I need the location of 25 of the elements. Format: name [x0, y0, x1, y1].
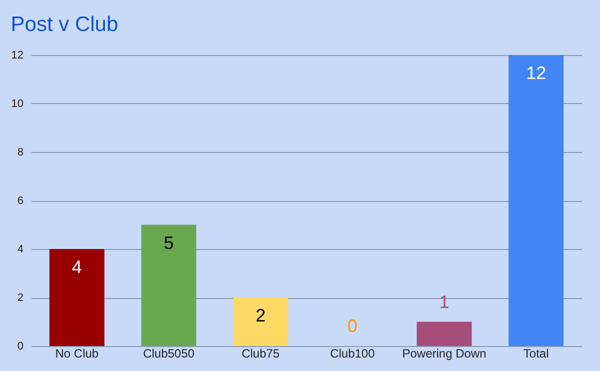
- data-label: 2: [256, 306, 266, 326]
- x-tick-label: Total: [523, 346, 549, 360]
- x-tick-label: Powering Down: [402, 346, 486, 360]
- y-tick-label: 8: [17, 146, 24, 158]
- y-tick-label: 10: [11, 98, 24, 110]
- y-tick-label: 12: [11, 50, 24, 62]
- x-tick-label: Club75: [242, 346, 280, 360]
- y-tick-label: 4: [17, 244, 24, 256]
- chart-title: Post v Club: [10, 13, 118, 36]
- data-label: 0: [347, 316, 358, 336]
- data-label: 5: [164, 232, 174, 253]
- y-tick-label: 0: [17, 340, 24, 352]
- bar: [141, 224, 196, 346]
- data-label: 1: [439, 292, 450, 312]
- x-tick-label: No Club: [55, 346, 99, 360]
- data-label: 4: [72, 257, 82, 277]
- bar: [49, 249, 104, 346]
- data-label: 12: [526, 63, 546, 83]
- bar: [233, 298, 288, 346]
- y-tick-label: 6: [17, 195, 24, 207]
- bar: [508, 55, 564, 346]
- x-tick-label: Club100: [330, 346, 376, 360]
- y-tick-label: 2: [17, 292, 24, 304]
- bar: [416, 322, 472, 346]
- x-tick-label: Club5050: [143, 346, 195, 360]
